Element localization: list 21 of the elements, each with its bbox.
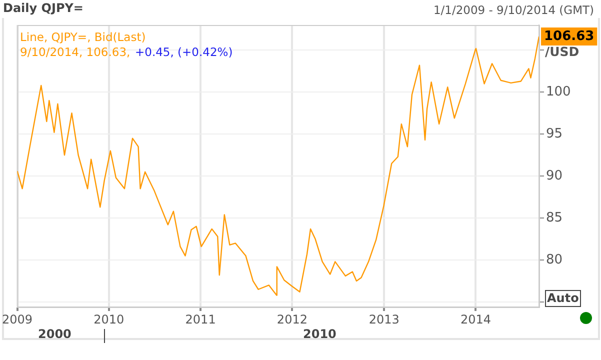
x-tick-label: 2010 (94, 312, 124, 326)
annotation: Line, QJPY=, Bid(Last) (20, 30, 146, 44)
annotation: 9/10/2014, 106.63, (20, 45, 130, 59)
y-tick-label: 100 (546, 84, 571, 100)
y-tick-label: 80 (546, 252, 563, 268)
y-axis-title: /USD (545, 44, 580, 59)
chart-title: Daily QJPY= (3, 1, 84, 15)
x-tick-label: 2009 (2, 312, 33, 326)
y-tick-label: 95 (546, 126, 563, 142)
chart-subtitle: 1/1/2009 - 9/10/2014 (GMT) (433, 3, 594, 17)
text: 2010 (303, 327, 336, 341)
text: Auto (545, 290, 581, 307)
x-tick-label: 2013 (368, 312, 400, 326)
x-tick-label: 2011 (185, 312, 216, 326)
y-tick-label: 90 (546, 168, 563, 184)
x-tick-label: 2012 (276, 312, 308, 326)
y-tick-label: 85 (546, 210, 563, 226)
annotation: +0.45, (+0.42%) (135, 45, 233, 59)
x-tick-label: 2014 (460, 312, 492, 326)
text: 2000 (38, 327, 72, 341)
annotation: 106.63 (544, 28, 594, 44)
